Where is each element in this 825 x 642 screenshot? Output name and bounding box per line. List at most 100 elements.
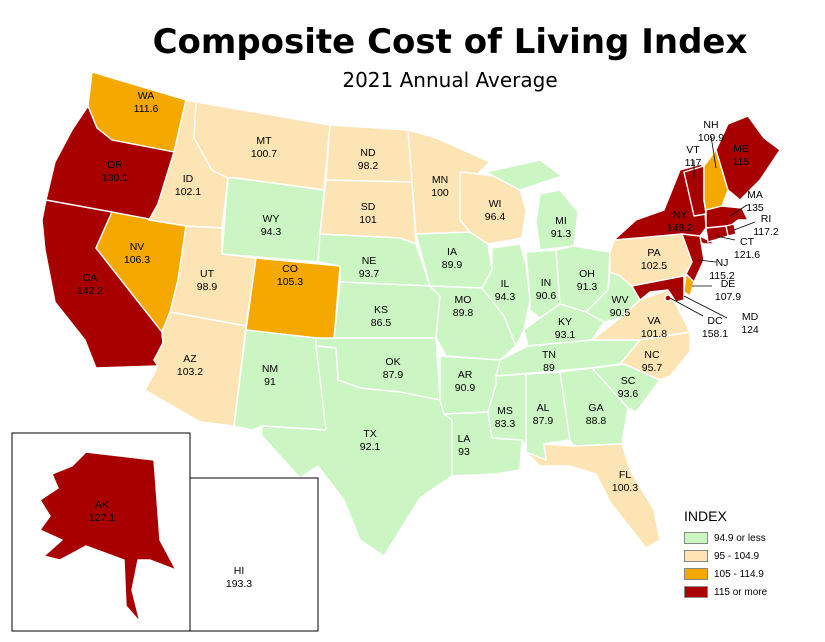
state-fl bbox=[525, 443, 661, 549]
map-subtitle: 2021 Annual Average bbox=[342, 68, 558, 92]
state-value-ky: 93.1 bbox=[555, 329, 576, 341]
state-value-me: 115 bbox=[733, 156, 750, 168]
state-value-ut: 98.9 bbox=[197, 281, 218, 293]
state-label-dc: DC bbox=[707, 315, 723, 327]
state-label-vt: VT bbox=[686, 144, 700, 156]
state-label-ak: AK bbox=[95, 499, 109, 511]
state-label-ri: RI bbox=[761, 213, 772, 225]
state-label-mo: MO bbox=[455, 294, 472, 306]
state-value-sd: 101 bbox=[359, 214, 377, 226]
state-value-va: 101.8 bbox=[641, 328, 667, 340]
state-label-mi: MI bbox=[555, 215, 567, 227]
state-label-wa: WA bbox=[138, 90, 155, 102]
leader-nj bbox=[697, 259, 717, 263]
state-value-md: 124 bbox=[741, 324, 759, 336]
state-value-ma: 135 bbox=[746, 202, 764, 214]
state-value-ok: 87.9 bbox=[383, 369, 404, 381]
state-value-mt: 100.7 bbox=[251, 148, 277, 160]
state-label-ms: MS bbox=[497, 405, 513, 417]
state-label-wi: WI bbox=[489, 198, 502, 210]
state-value-wy: 94.3 bbox=[261, 226, 282, 238]
legend-item: 105 - 114.9 bbox=[684, 566, 767, 582]
state-dc bbox=[664, 294, 672, 302]
state-label-ma: MA bbox=[747, 189, 763, 201]
state-label-mn: MN bbox=[432, 174, 448, 186]
state-label-ct: CT bbox=[740, 236, 755, 248]
state-value-id: 102.1 bbox=[175, 186, 201, 198]
state-value-il: 94.3 bbox=[495, 291, 516, 303]
state-value-nc: 95.7 bbox=[642, 362, 663, 374]
legend-swatch bbox=[684, 532, 708, 544]
state-value-mn: 100 bbox=[431, 187, 449, 199]
state-label-in: IN bbox=[541, 277, 552, 289]
state-label-nd: ND bbox=[360, 147, 376, 159]
legend-title: INDEX bbox=[684, 508, 727, 524]
state-label-mt: MT bbox=[256, 135, 272, 147]
legend-swatch bbox=[684, 550, 708, 562]
state-value-nd: 98.2 bbox=[358, 160, 379, 172]
state-ct bbox=[705, 225, 729, 243]
state-label-tx: TX bbox=[363, 428, 376, 440]
state-label-ut: UT bbox=[200, 268, 215, 280]
hawaii-inset-frame bbox=[189, 477, 319, 632]
state-value-nm: 91 bbox=[264, 376, 276, 388]
state-label-nc: NC bbox=[644, 349, 660, 361]
state-value-wi: 96.4 bbox=[485, 211, 506, 223]
state-value-dc: 158.1 bbox=[702, 328, 728, 340]
state-label-pa: PA bbox=[647, 247, 660, 259]
state-value-ny: 148.2 bbox=[667, 222, 693, 234]
state-ak bbox=[39, 451, 177, 623]
state-value-wv: 90.5 bbox=[610, 307, 631, 319]
legend-label: 105 - 114.9 bbox=[714, 568, 764, 580]
state-label-ny: NY bbox=[673, 209, 688, 221]
state-value-ct: 121.6 bbox=[734, 249, 760, 261]
state-value-mi: 91.3 bbox=[551, 228, 572, 240]
state-value-ri: 117.2 bbox=[753, 226, 779, 238]
leader-ma bbox=[729, 204, 748, 217]
state-label-nm: NM bbox=[262, 363, 278, 375]
state-value-ks: 86.5 bbox=[371, 317, 392, 329]
state-label-oh: OH bbox=[579, 268, 595, 280]
state-value-ak: 127.1 bbox=[89, 512, 115, 524]
state-wy bbox=[221, 177, 325, 263]
state-value-tn: 89 bbox=[543, 362, 555, 374]
state-label-sd: SD bbox=[361, 201, 376, 213]
state-label-nj: NJ bbox=[716, 257, 729, 269]
state-value-tx: 92.1 bbox=[360, 441, 381, 453]
state-value-or: 130.1 bbox=[102, 172, 128, 184]
state-label-tn: TN bbox=[542, 349, 556, 361]
leader-nh bbox=[710, 135, 717, 169]
state-tx bbox=[261, 345, 453, 557]
state-value-nh: 109.9 bbox=[698, 132, 724, 144]
state-label-wv: WV bbox=[612, 294, 629, 306]
state-ma bbox=[705, 205, 749, 229]
state-sc bbox=[591, 363, 661, 413]
state-label-ca: CA bbox=[83, 272, 98, 284]
legend-item: 95 - 104.9 bbox=[684, 548, 767, 564]
state-value-al: 87.9 bbox=[533, 415, 554, 427]
state-value-mo: 89.8 bbox=[453, 307, 474, 319]
state-label-az: AZ bbox=[183, 353, 197, 365]
map-title: Composite Cost of Living Index bbox=[152, 22, 748, 62]
state-value-fl: 100.3 bbox=[612, 482, 638, 494]
leader-md bbox=[683, 295, 728, 319]
state-il bbox=[481, 243, 531, 347]
state-value-ia: 89.9 bbox=[442, 259, 463, 271]
state-label-nh: NH bbox=[703, 119, 718, 131]
state-label-co: CO bbox=[282, 263, 298, 275]
state-value-nv: 106.3 bbox=[124, 254, 150, 266]
state-value-sc: 93.6 bbox=[618, 388, 639, 400]
legend-swatch bbox=[684, 568, 708, 580]
state-label-va: VA bbox=[647, 315, 660, 327]
state-label-wy: WY bbox=[263, 213, 280, 225]
state-label-or: OR bbox=[107, 159, 123, 171]
state-value-ms: 83.3 bbox=[495, 418, 516, 430]
legend-label: 95 - 104.9 bbox=[714, 550, 760, 562]
state-value-az: 103.2 bbox=[177, 366, 203, 378]
state-label-ne: NE bbox=[362, 255, 377, 267]
state-me bbox=[715, 115, 781, 201]
state-label-ok: OK bbox=[385, 356, 400, 368]
state-label-al: AL bbox=[537, 402, 550, 414]
state-value-la: 93 bbox=[458, 446, 470, 458]
state-value-vt: 117 bbox=[685, 157, 702, 169]
